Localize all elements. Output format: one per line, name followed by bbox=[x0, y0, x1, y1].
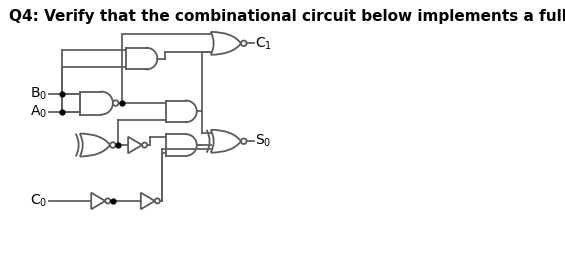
Text: $\mathrm{S_0}$: $\mathrm{S_0}$ bbox=[255, 133, 272, 149]
Circle shape bbox=[110, 142, 116, 148]
Circle shape bbox=[241, 41, 246, 46]
Circle shape bbox=[142, 142, 147, 148]
Text: $\mathrm{B_0}$: $\mathrm{B_0}$ bbox=[30, 86, 47, 102]
Text: Q4: Verify that the combinational circuit below implements a full adder.: Q4: Verify that the combinational circui… bbox=[9, 9, 565, 24]
Text: $\mathrm{C_1}$: $\mathrm{C_1}$ bbox=[255, 35, 272, 52]
Circle shape bbox=[105, 198, 110, 204]
Text: $\mathrm{C_0}$: $\mathrm{C_0}$ bbox=[30, 193, 47, 209]
Text: $\mathrm{A_0}$: $\mathrm{A_0}$ bbox=[31, 104, 47, 120]
Circle shape bbox=[241, 139, 246, 144]
Circle shape bbox=[113, 100, 119, 106]
Circle shape bbox=[155, 198, 160, 204]
